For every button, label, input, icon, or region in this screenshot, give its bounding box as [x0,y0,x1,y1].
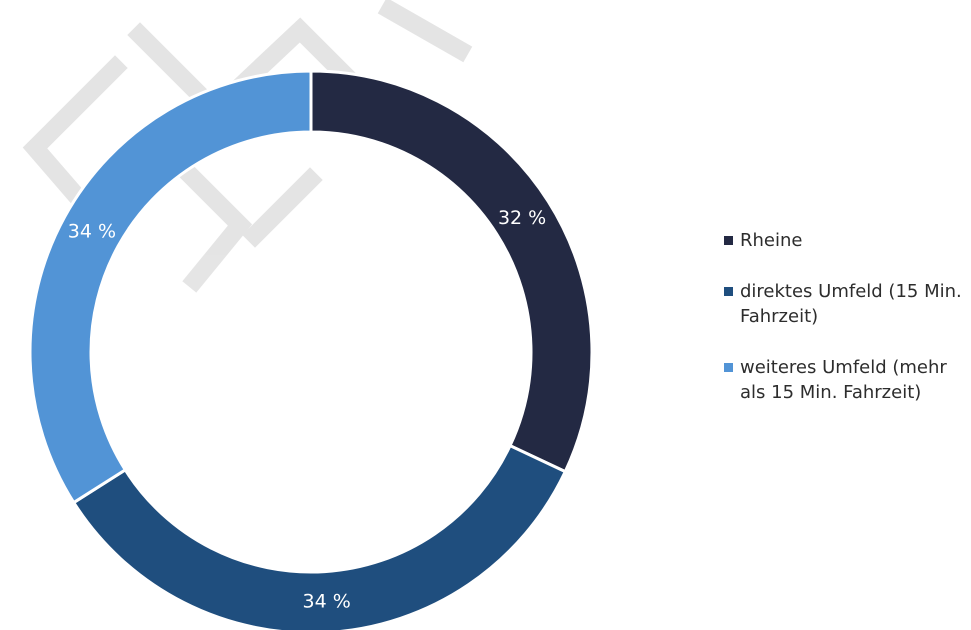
legend-label-rheine: Rheine [740,230,803,251]
data-label-weiteres-umfeld: 34 % [68,221,116,243]
legend: Rheine direktes Umfeld (15 Min. Fahrzeit… [722,228,971,431]
legend-swatch-weiteres-umfeld [724,363,733,372]
donut-slice-weiteres-umfeld [28,69,313,505]
data-label-rheine: 32 % [498,207,546,229]
legend-label-direktes-umfeld: direktes Umfeld (15 Min. Fahrzeit) [740,281,962,327]
legend-item-rheine: Rheine [722,228,971,253]
legend-label-weiteres-umfeld: weiteres Umfeld (mehr als 15 Min. Fahrze… [740,357,947,403]
legend-swatch-direktes-umfeld [724,287,733,296]
legend-swatch-rheine [724,236,733,245]
donut-slice-rheine [309,69,594,474]
legend-item-direktes-umfeld: direktes Umfeld (15 Min. Fahrzeit) [722,279,971,329]
data-label-direktes-umfeld: 34 % [303,591,351,613]
legend-item-weiteres-umfeld: weiteres Umfeld (mehr als 15 Min. Fahrze… [722,355,971,405]
